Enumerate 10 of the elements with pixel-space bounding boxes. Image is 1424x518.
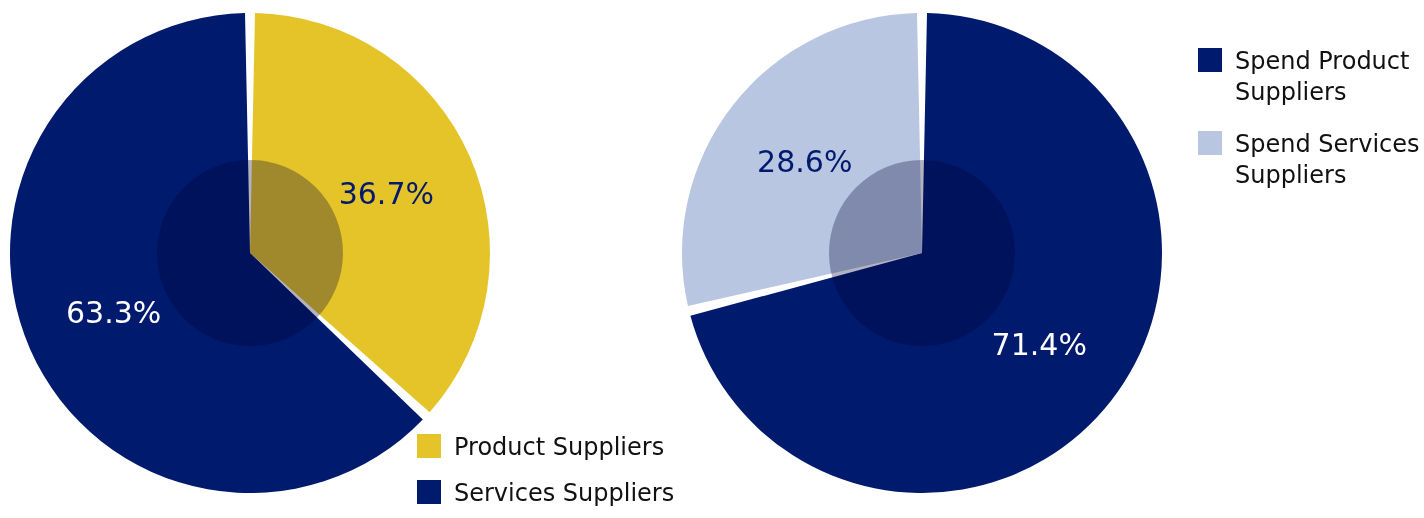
legend-label: Services Suppliers [454,479,675,507]
pie-slice [682,13,922,307]
legend-label: Spend Services Suppliers [1235,130,1420,189]
data-label: 71.4% [991,327,1087,363]
legend-label: Product Suppliers [454,433,665,461]
data-label: 28.6% [757,143,853,179]
pie-slice [690,13,1162,493]
data-label: 36.7% [338,175,434,211]
data-label: 63.3% [66,295,162,331]
legend-label: Spend Product Suppliers [1235,47,1410,106]
